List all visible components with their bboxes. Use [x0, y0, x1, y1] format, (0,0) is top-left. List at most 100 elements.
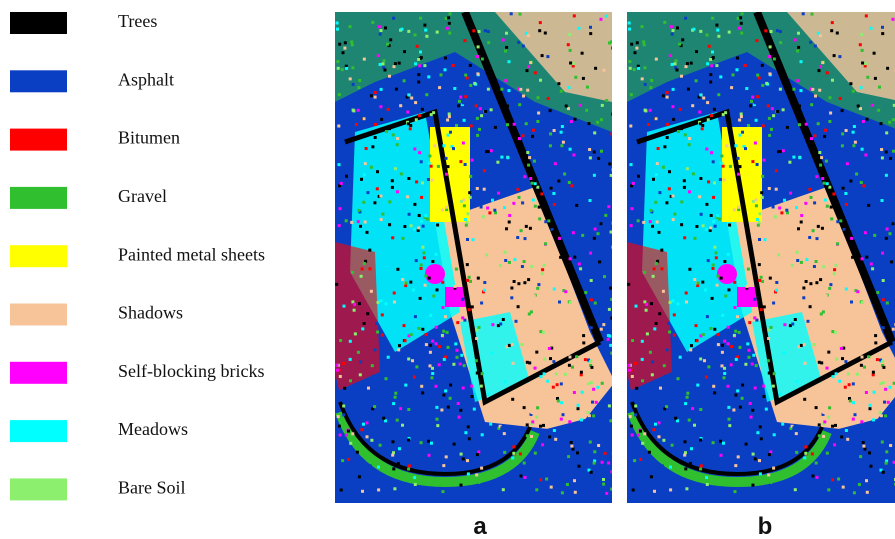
pixel — [808, 187, 812, 191]
pixel — [501, 488, 505, 492]
legend-swatch — [10, 361, 67, 384]
pixel — [379, 105, 383, 109]
pixel — [441, 306, 445, 309]
pixel — [439, 73, 443, 77]
pixel — [408, 127, 412, 131]
pixel — [778, 150, 782, 153]
pixel — [730, 345, 734, 349]
pixel — [799, 60, 803, 64]
pixel — [724, 111, 728, 115]
pixel — [809, 40, 813, 44]
pixel — [455, 124, 458, 127]
pixel — [862, 184, 866, 188]
pixel — [398, 447, 401, 451]
pixel — [795, 450, 799, 454]
pixel — [587, 358, 590, 362]
pixel — [753, 141, 757, 145]
pixel — [715, 283, 719, 287]
pixel — [456, 402, 460, 405]
pixel — [376, 170, 379, 174]
pixel — [774, 169, 778, 173]
pixel — [661, 289, 665, 293]
pixel — [822, 422, 826, 426]
pixel — [391, 440, 395, 444]
pixel — [395, 143, 399, 147]
pixel — [438, 86, 442, 90]
pixel — [506, 123, 509, 127]
pixel — [573, 255, 577, 259]
pixel — [637, 174, 640, 178]
pixel — [756, 223, 760, 227]
pixel — [365, 230, 369, 234]
pixel — [392, 451, 395, 455]
pixel — [825, 71, 829, 75]
pixel — [513, 258, 517, 262]
pixel — [819, 163, 823, 167]
pixel — [860, 33, 864, 37]
pixel — [828, 406, 832, 410]
pixel — [511, 456, 515, 460]
pixel — [632, 68, 636, 72]
pixel — [596, 120, 600, 124]
pixel — [592, 236, 596, 240]
pixel — [645, 303, 649, 306]
pixel — [577, 464, 581, 468]
pixel — [837, 477, 841, 481]
pixel — [462, 198, 466, 202]
pixel — [535, 350, 539, 354]
pixel — [567, 86, 571, 90]
pixel — [336, 66, 340, 70]
pixel — [663, 145, 667, 149]
pixel — [451, 64, 455, 67]
pixel — [526, 221, 530, 225]
pixel — [722, 376, 726, 380]
pixel — [737, 208, 741, 212]
pixel — [834, 263, 838, 267]
pixel — [758, 278, 762, 282]
pixel — [635, 46, 639, 50]
pixel — [830, 21, 834, 25]
pixel — [385, 130, 388, 133]
pixel — [762, 158, 766, 162]
pixel — [760, 195, 764, 199]
pixel — [584, 291, 588, 294]
pixel — [697, 95, 701, 99]
pixel — [653, 489, 656, 493]
pixel — [713, 245, 717, 249]
pixel — [460, 353, 464, 357]
pixel — [701, 124, 705, 127]
pixel — [338, 375, 342, 378]
pixel — [362, 117, 366, 121]
pixel — [670, 334, 674, 338]
pixel — [841, 485, 845, 489]
pixel — [842, 346, 846, 350]
pixel — [493, 125, 497, 129]
pixel — [611, 452, 612, 456]
pixel — [556, 399, 560, 403]
pixel — [552, 360, 556, 364]
pixel — [705, 483, 709, 486]
pixel — [757, 76, 761, 80]
pixel — [676, 26, 679, 30]
pixel — [466, 278, 470, 282]
pixel — [460, 103, 464, 107]
pixel — [879, 468, 883, 472]
pixel — [553, 162, 557, 166]
pixel — [733, 490, 737, 494]
pixel — [566, 43, 570, 47]
pixel — [581, 76, 585, 80]
pixel — [583, 358, 587, 362]
pixel — [373, 136, 377, 139]
pixel — [762, 395, 766, 398]
pixel — [463, 163, 467, 166]
pixel — [772, 114, 776, 118]
pixel — [844, 192, 848, 195]
pixel — [806, 319, 810, 323]
pixel — [651, 224, 654, 228]
pixel — [691, 104, 695, 108]
pixel — [668, 170, 671, 174]
pixel — [726, 342, 730, 346]
pixel — [751, 160, 755, 164]
pixel — [647, 450, 651, 454]
pixel — [755, 218, 759, 221]
